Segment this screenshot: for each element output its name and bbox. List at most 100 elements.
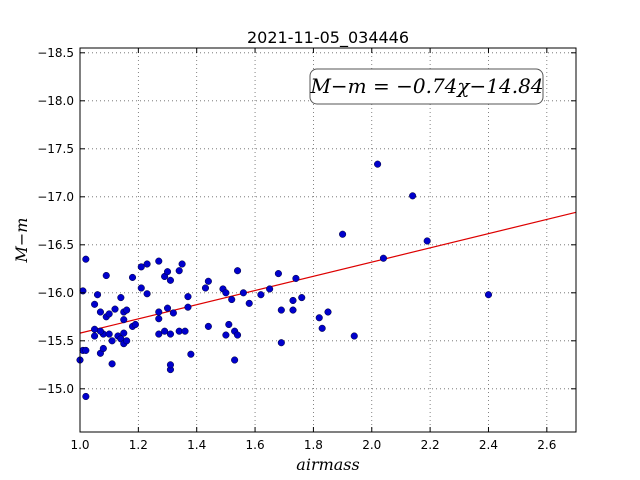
data-point: [166, 330, 174, 338]
data-point: [82, 255, 90, 263]
data-point: [277, 306, 285, 314]
x-tick-label: 2.4: [479, 438, 498, 452]
data-point: [289, 306, 297, 314]
data-point: [178, 260, 186, 268]
data-point: [204, 277, 212, 285]
y-axis-label: M−m: [12, 218, 31, 264]
data-point: [82, 392, 90, 401]
data-point: [184, 293, 192, 301]
data-point: [257, 291, 265, 299]
data-point: [239, 289, 247, 297]
data-point: [99, 344, 107, 353]
data-point: [131, 320, 139, 329]
data-point: [423, 237, 431, 245]
y-tick-label: −18.0: [37, 94, 74, 108]
data-point: [339, 230, 347, 238]
data-point: [315, 314, 323, 322]
data-point: [222, 289, 230, 297]
data-point: [245, 299, 253, 307]
data-point: [231, 356, 239, 364]
chart-title: 2021-11-05_034446: [247, 28, 409, 48]
fit-line: [79, 211, 577, 334]
data-point: [161, 327, 169, 335]
y-tick-label: −17.5: [37, 142, 74, 156]
x-tick-label: 1.0: [70, 438, 89, 452]
data-point: [163, 268, 172, 276]
annotation-box: [309, 68, 544, 105]
x-tick-label: 1.2: [129, 438, 148, 452]
data-point: [82, 346, 90, 354]
data-point: [143, 290, 151, 298]
y-tick-label: −17.0: [37, 190, 74, 204]
data-point: [409, 192, 417, 200]
data-point: [96, 327, 104, 335]
x-tick-label: 1.8: [304, 438, 323, 452]
data-point: [266, 285, 274, 293]
data-point: [222, 331, 230, 339]
x-tick-label: 1.4: [187, 438, 206, 452]
plot-frame: [79, 47, 577, 433]
grid-lines: [79, 48, 576, 432]
data-point: [234, 331, 242, 339]
fit-equation-annotation: M−m = −0.74χ−14.84: [309, 74, 543, 98]
data-point: [108, 360, 116, 368]
data-point: [91, 332, 99, 340]
y-tick-label: −16.0: [37, 286, 74, 300]
data-point: [298, 294, 306, 302]
data-point: [102, 271, 110, 280]
data-point: [204, 322, 212, 330]
data-point: [277, 339, 285, 347]
data-point: [350, 332, 358, 340]
data-point: [117, 294, 125, 302]
fit-line-group: [79, 211, 577, 334]
data-point: [169, 309, 177, 317]
data-point: [234, 267, 242, 275]
x-axis-ticks: 1.0 1.2 1.4 1.6 1.8 2.0 2.2 2.4 2.6: [70, 48, 556, 452]
data-point: [379, 254, 387, 262]
data-point: [105, 330, 113, 338]
data-point: [484, 291, 493, 299]
data-point: [120, 316, 128, 324]
data-point: [123, 337, 131, 345]
data-point: [289, 296, 297, 305]
data-point: [143, 260, 151, 268]
data-point: [166, 361, 174, 369]
data-point: [111, 305, 119, 313]
data-point: [181, 327, 189, 335]
y-tick-label: −16.5: [37, 238, 74, 252]
data-point: [155, 257, 163, 265]
x-tick-label: 2.2: [421, 438, 440, 452]
x-tick-label: 2.6: [537, 438, 556, 452]
data-point: [225, 320, 233, 329]
data-point: [175, 267, 183, 275]
y-tick-label: −15.5: [37, 334, 74, 348]
data-point: [228, 295, 236, 304]
y-axis-ticks: −15.0 −15.5 −16.0 −16.5 −17.0 −17.5 −18.0 −18.5: [37, 46, 576, 396]
y-tick-label: −18.5: [37, 46, 74, 60]
data-point: [324, 308, 332, 316]
data-point: [96, 308, 104, 316]
x-tick-label: 2.0: [362, 438, 381, 452]
data-point: [184, 303, 192, 311]
data-point: [120, 329, 128, 337]
data-point: [201, 284, 210, 292]
data-point: [128, 273, 137, 281]
data-point: [93, 291, 102, 299]
data-points: [76, 84, 516, 401]
data-point: [166, 276, 174, 284]
data-point: [137, 263, 145, 271]
data-point: [105, 310, 113, 318]
data-point: [155, 330, 163, 338]
data-point: [155, 315, 163, 323]
data-point: [155, 308, 163, 316]
data-point: [137, 284, 145, 292]
data-point: [123, 306, 131, 314]
data-point: [108, 337, 116, 345]
data-point: [292, 274, 300, 282]
data-point: [374, 160, 382, 168]
data-point: [274, 270, 282, 278]
x-tick-label: 1.6: [246, 438, 265, 452]
data-point: [318, 324, 326, 332]
data-point: [91, 300, 99, 308]
